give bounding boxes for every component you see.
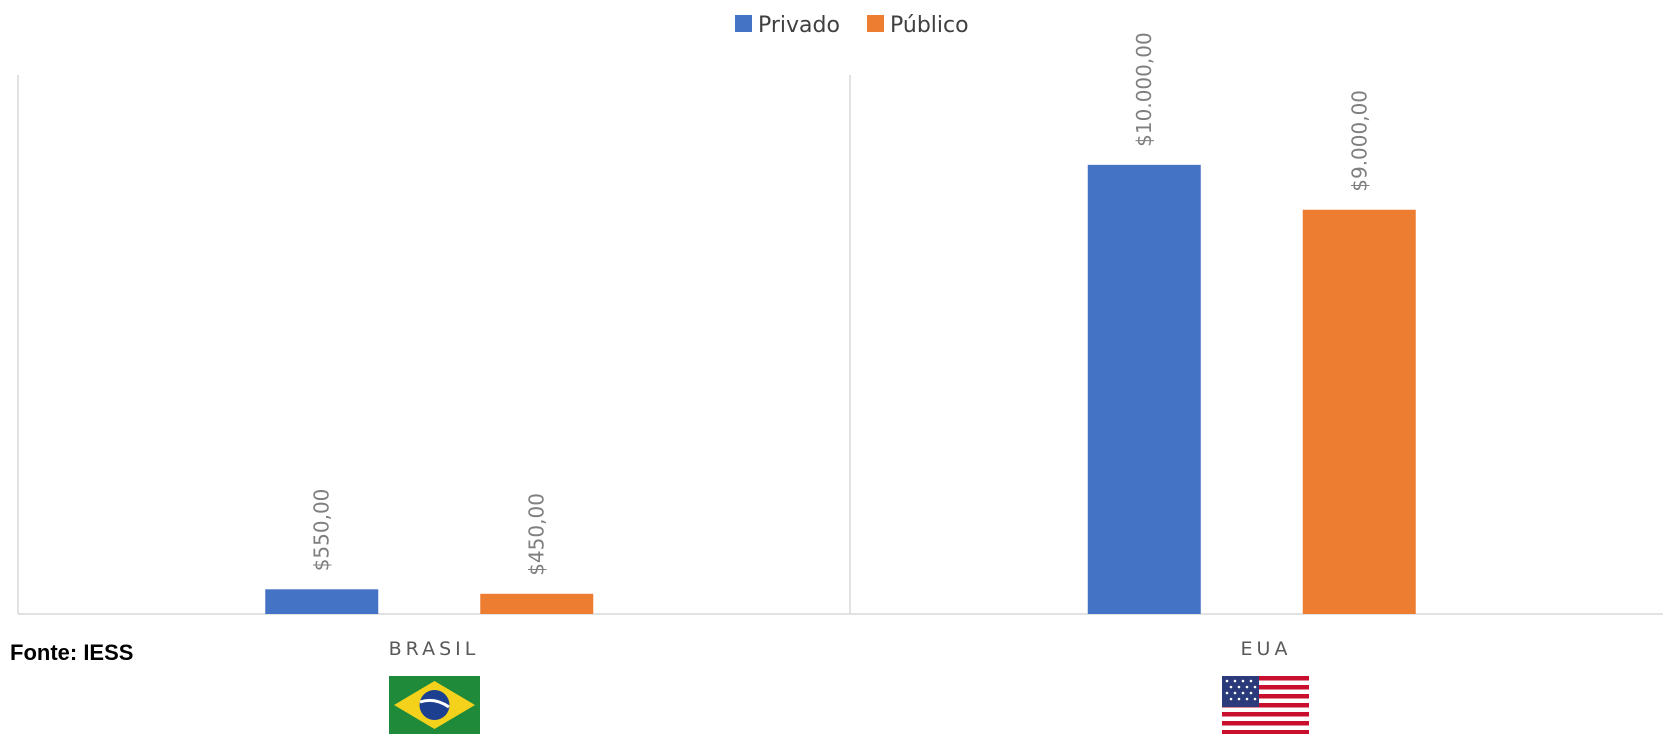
bar-brasil-publico [480, 593, 594, 614]
category-label-brasil: BRASIL [389, 638, 480, 660]
legend: Privado Público [735, 13, 969, 38]
data-label-brasil-publico: $450,00 [525, 493, 549, 576]
source-label: Fonte: IESS [10, 640, 133, 665]
data-label-brasil-privado: $550,00 [310, 489, 334, 572]
bar-eua-privado [1087, 164, 1201, 615]
legend-label-publico: Público [890, 13, 969, 38]
legend-swatch-privado [735, 15, 752, 32]
data-label-eua-publico: $9.000,00 [1347, 90, 1371, 192]
legend-swatch-publico [867, 15, 884, 32]
brazil-flag-icon [389, 676, 480, 734]
usa-flag-icon [1222, 676, 1309, 734]
legend-label-privado: Privado [758, 13, 840, 38]
data-label-eua-privado: $10.000,00 [1132, 32, 1156, 147]
bar-brasil-privado [265, 589, 379, 614]
category-label-eua: EUA [1241, 638, 1292, 660]
bar-eua-publico [1302, 209, 1416, 614]
